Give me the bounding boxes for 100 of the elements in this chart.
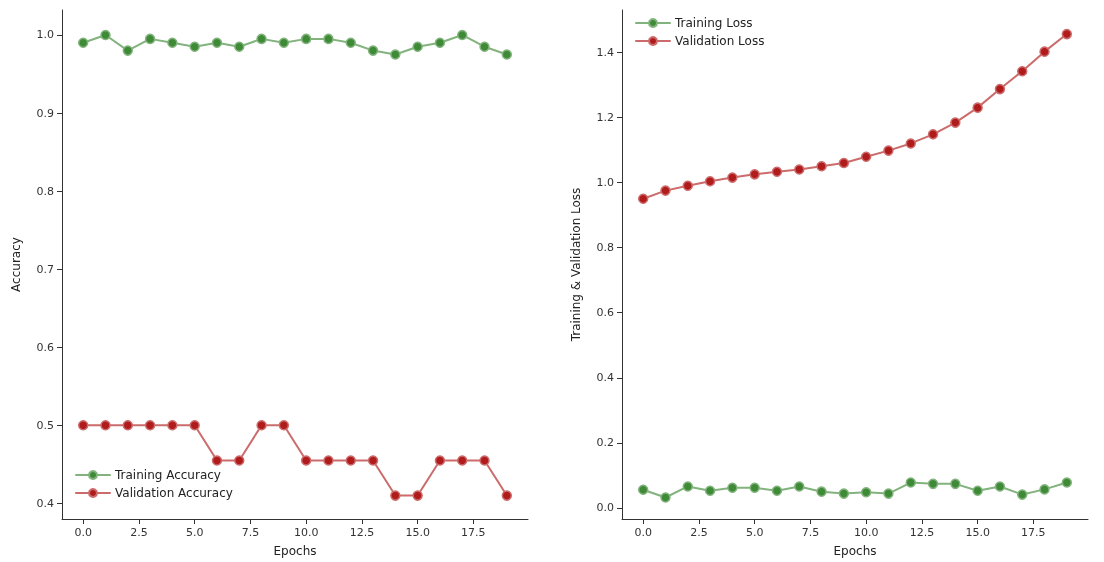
point (816, 486, 827, 497)
y-tick-label: 1.2 (596, 110, 614, 124)
point (456, 29, 468, 41)
point (1061, 477, 1073, 488)
point (100, 29, 111, 41)
point (994, 481, 1006, 492)
point (972, 102, 983, 113)
point (323, 33, 334, 45)
point (660, 492, 671, 503)
y-tick-label: 0.8 (36, 184, 54, 198)
point (501, 49, 513, 60)
point (412, 41, 423, 52)
point (256, 33, 267, 45)
y-tick-label: 1.4 (596, 45, 614, 59)
point (345, 455, 356, 466)
point (682, 481, 694, 492)
point (234, 41, 245, 52)
y-tick-label: 0.6 (36, 340, 54, 354)
point (1061, 28, 1073, 40)
point (794, 481, 805, 492)
y-tick-label: 0.6 (596, 306, 614, 320)
point (167, 420, 178, 431)
point (211, 455, 223, 466)
x-tick-label: 2.5 (690, 526, 708, 539)
point (456, 455, 468, 466)
point (278, 37, 290, 49)
y-tick-label: 1.0 (596, 175, 614, 189)
point (144, 420, 156, 431)
point (637, 193, 649, 205)
point (727, 172, 738, 183)
point (100, 420, 111, 431)
legend-label: Training Loss (674, 16, 753, 30)
y-tick-label: 0.8 (596, 241, 614, 255)
point (278, 420, 290, 431)
point (771, 485, 783, 496)
point (144, 33, 156, 45)
point (1039, 46, 1050, 57)
y-axis-title: Training & Validation Loss (569, 187, 583, 343)
point (838, 157, 850, 169)
x-tick-label: 12.5 (349, 526, 375, 539)
point (860, 151, 872, 163)
x-tick-label: 0.0 (74, 526, 92, 539)
point (682, 180, 694, 191)
point (704, 175, 716, 187)
y-tick-label: 0.9 (36, 106, 54, 120)
y-axis-title: Accuracy (9, 237, 23, 292)
point (749, 169, 760, 180)
point (501, 490, 513, 501)
x-tick-label: 5.0 (185, 526, 204, 539)
point (704, 485, 716, 496)
x-tick-label: 10.0 (853, 526, 879, 539)
legend-label: Validation Loss (675, 34, 765, 48)
point (211, 37, 223, 49)
y-tick-label: 0.5 (36, 418, 54, 432)
point (972, 485, 983, 496)
point (994, 83, 1006, 95)
point (390, 49, 401, 60)
point (300, 33, 312, 45)
point (479, 455, 490, 466)
point (927, 478, 939, 490)
point (927, 129, 939, 140)
x-tick-label: 10.0 (293, 526, 319, 539)
point (727, 482, 738, 493)
x-tick-label: 0.0 (634, 526, 652, 539)
x-tick-label: 7.5 (801, 526, 820, 539)
x-tick-label: 17.5 (461, 526, 486, 539)
y-tick-label: 0.4 (596, 371, 614, 385)
x-tick-label: 5.0 (745, 526, 764, 539)
point (167, 37, 178, 49)
point (771, 166, 783, 177)
point (234, 455, 245, 466)
y-tick-label: 0.2 (596, 436, 614, 450)
point (189, 41, 200, 52)
point (749, 482, 760, 493)
point (122, 420, 134, 431)
point (950, 117, 961, 128)
point (794, 164, 805, 175)
point (905, 477, 916, 488)
x-tick-label: 17.5 (1021, 526, 1046, 539)
point (122, 45, 134, 56)
x-axis-title: Epochs (273, 544, 317, 558)
point (838, 488, 850, 499)
legend-label: Training Accuracy (114, 468, 221, 482)
point (816, 160, 827, 172)
point (434, 455, 446, 466)
point (300, 455, 312, 466)
point (434, 37, 446, 49)
y-tick-label: 0.4 (36, 496, 54, 510)
point (1016, 65, 1028, 77)
point (1016, 489, 1028, 500)
y-tick-label: 0.7 (36, 262, 54, 276)
point (189, 420, 200, 431)
point (479, 41, 490, 52)
point (256, 420, 267, 431)
point (412, 490, 423, 501)
point (1039, 484, 1050, 495)
x-axis-title: Epochs (833, 544, 877, 558)
point (883, 488, 894, 499)
point (367, 45, 379, 56)
point (345, 37, 356, 49)
